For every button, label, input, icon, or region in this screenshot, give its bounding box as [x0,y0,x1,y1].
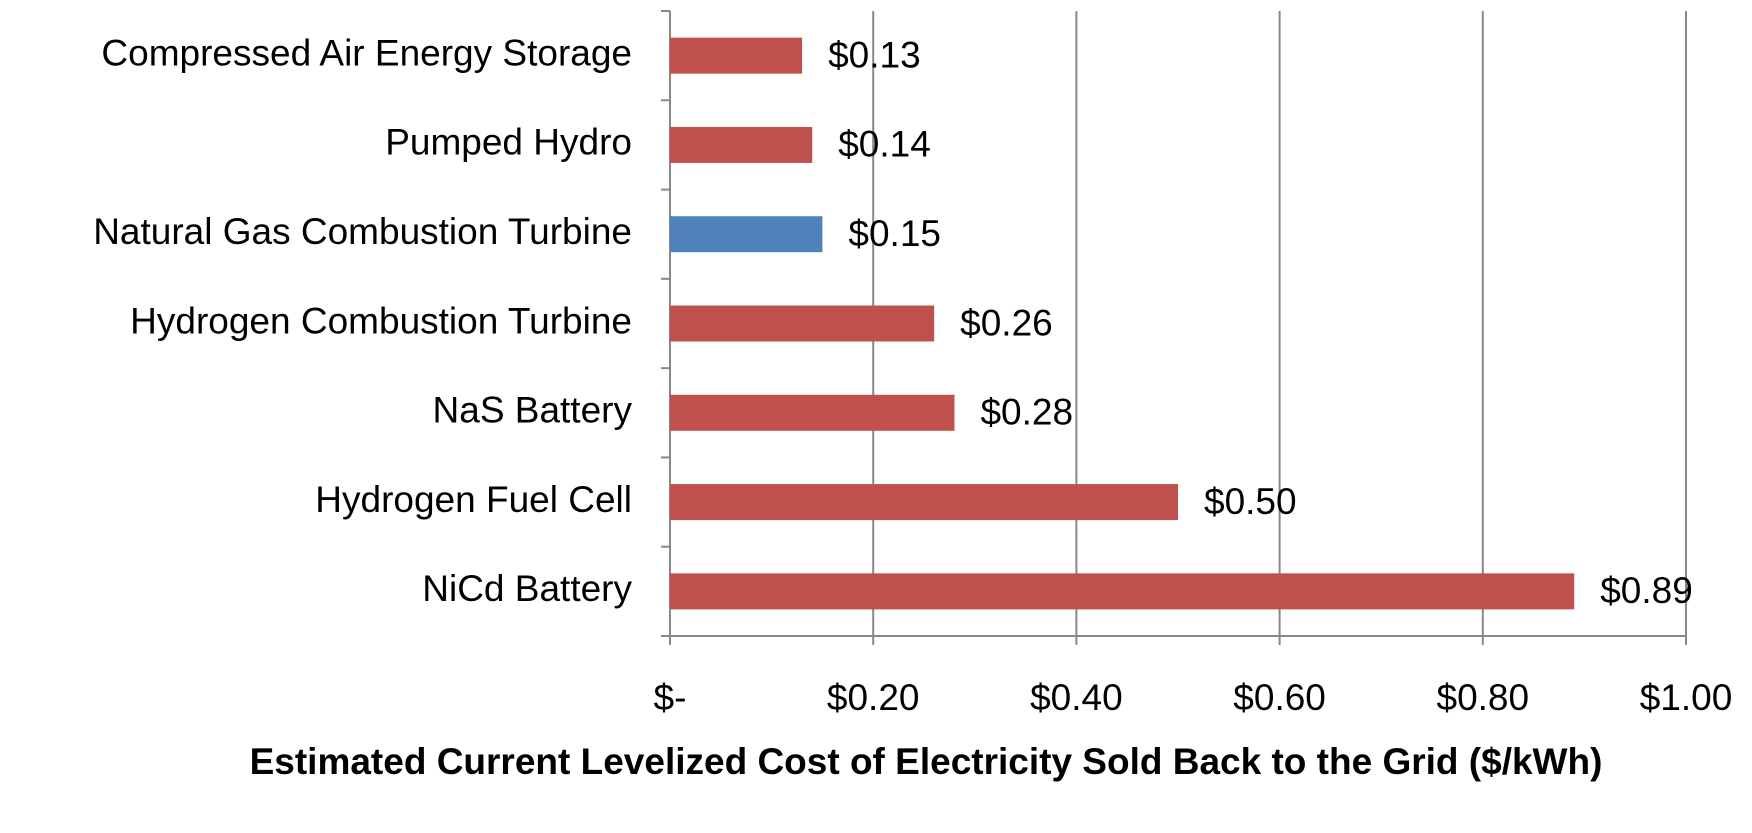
bar [670,216,823,253]
value-label: $0.26 [960,302,1053,343]
x-tick-label: $- [654,677,687,718]
y-tick-label: NiCd Battery [422,568,632,609]
bar [670,37,803,74]
value-label: $0.13 [828,34,921,75]
x-tick-label: $1.00 [1640,677,1733,718]
y-tick-label: Hydrogen Combustion Turbine [130,300,632,341]
y-tick-label: Compressed Air Energy Storage [101,32,632,73]
value-label: $0.15 [848,213,941,254]
value-label: $0.50 [1204,481,1297,522]
x-axis-title: Estimated Current Levelized Cost of Elec… [249,741,1603,782]
x-tick-label: $0.40 [1030,677,1123,718]
bar [670,484,1178,521]
x-tick-label: $0.80 [1437,677,1530,718]
y-tick-label: Natural Gas Combustion Turbine [93,211,632,252]
value-label: $0.14 [838,124,931,165]
x-tick-label: $0.20 [827,677,920,718]
bar [670,305,935,342]
y-tick-label: Hydrogen Fuel Cell [315,479,632,520]
bar [670,394,955,431]
y-tick-label: Pumped Hydro [385,122,632,163]
x-tick-label: $0.60 [1233,677,1326,718]
bar [670,126,813,163]
value-label: $0.28 [980,392,1073,433]
value-label: $0.89 [1600,570,1693,611]
y-tick-label: NaS Battery [433,390,633,431]
bar [670,573,1575,610]
